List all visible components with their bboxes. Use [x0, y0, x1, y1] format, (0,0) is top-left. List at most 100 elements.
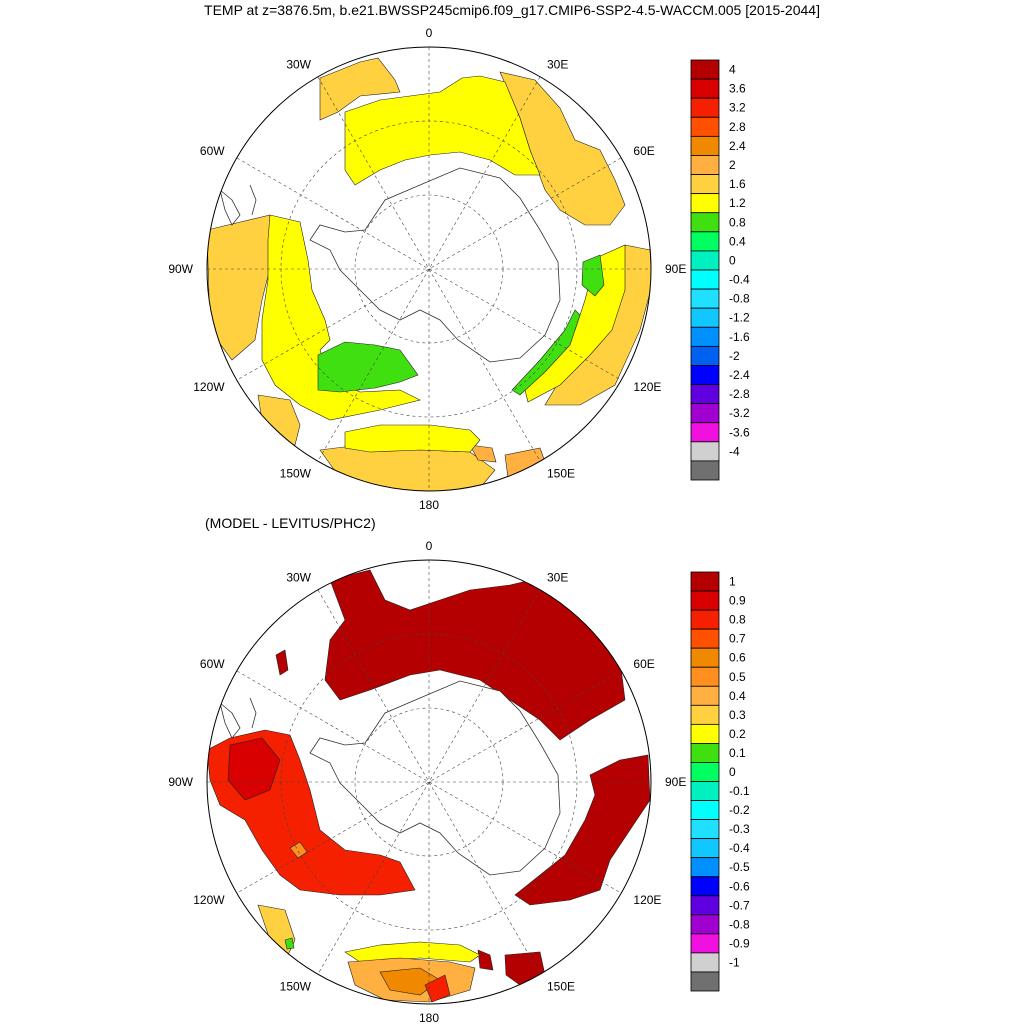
colorbar-box [690, 78, 720, 99]
colorbar-box [690, 345, 720, 366]
colorbar-label: -3.6 [729, 425, 750, 439]
colorbar-label: 0.9 [729, 594, 746, 608]
colorbar-label: -0.8 [729, 917, 750, 931]
colorbar-label: 1.6 [729, 177, 746, 191]
colorbar-box [690, 781, 720, 801]
longitude-label: 90W [168, 775, 193, 789]
colorbar-box [690, 326, 720, 347]
bottom-field-red-ross [424, 974, 451, 1003]
colorbar-box [690, 762, 720, 782]
longitude-label: 120E [633, 380, 661, 394]
colorbar-label: 4 [729, 63, 736, 77]
bottom-map-border [206, 559, 652, 1005]
colorbar-box [690, 571, 720, 592]
bottom-map-panel: 0 30E 60E 90E 120E 150E 180 150W 120W 90W 60W 30W 1… [168, 539, 750, 1024]
colorbar-label: -0.7 [729, 898, 750, 912]
longitude-label: 90W [168, 262, 193, 276]
colorbar-box [690, 876, 720, 897]
colorbar-label: -0.6 [729, 879, 750, 893]
longitude-label: 120E [633, 893, 661, 907]
longitude-label: 180 [419, 498, 439, 512]
colorbar-label: 3.6 [729, 82, 746, 96]
top-field-yellow-pacific [261, 214, 421, 421]
colorbar-box [690, 212, 720, 233]
colorbar-label: -0.2 [729, 803, 750, 817]
colorbar-box [690, 365, 720, 385]
top-field-green-indian-sliver [511, 309, 581, 396]
top-field-green-indian-east [581, 254, 605, 297]
colorbar-label: -1.2 [729, 311, 750, 325]
top-field-orange-pacific-south [257, 394, 301, 446]
figure-title: TEMP at z=3876.5m, b.e21.BWSSP245cmip6.f… [204, 2, 820, 18]
top-graticule [207, 47, 651, 491]
colorbar-label: 0.6 [729, 651, 746, 665]
colorbar-label: -2 [729, 349, 740, 363]
longitude-label: 0 [426, 26, 433, 40]
bottom-south-america-outline [219, 697, 257, 739]
longitude-label: 180 [419, 1011, 439, 1024]
colorbar-label: 0.5 [729, 670, 746, 684]
colorbar-box [690, 590, 720, 611]
colorbar-box [690, 155, 720, 175]
longitude-label: 150E [547, 466, 575, 480]
colorbar-box [690, 116, 720, 137]
colorbar-label: -0.1 [729, 784, 750, 798]
colorbar-box [690, 59, 720, 80]
colorbar-label: 0 [729, 765, 736, 779]
difference-subtitle: (MODEL - LEVITUS/PHC2) [205, 515, 376, 531]
longitude-label: 60E [633, 657, 654, 671]
colorbar-box [690, 628, 720, 649]
colorbar-box [690, 685, 720, 706]
colorbar-label: -0.4 [729, 841, 750, 855]
colorbar-box [690, 838, 720, 859]
colorbar-label: 2.4 [729, 139, 746, 153]
bottom-field-orange-spot [289, 841, 308, 859]
top-field-yellow-atlantic [344, 75, 541, 186]
colorbar-label: -3.2 [729, 406, 750, 420]
colorbar-label: -1 [729, 955, 740, 969]
bottom-longitude-labels: 0 30E 60E 90E 120E 150E 180 150W 120W 90W 60W 30W [168, 539, 686, 1024]
colorbar-box [690, 666, 720, 687]
bottom-field-darkred-atlantic-indian [324, 569, 626, 741]
longitude-label: 90E [665, 775, 686, 789]
colorbar-label: -1.6 [729, 330, 750, 344]
top-longitude-labels: 0 30E 60E 90E 120E 150E 180 150W 120W 90W 60W 30W [168, 26, 686, 512]
bottom-field-darkred-island [275, 649, 289, 676]
bottom-field-darkred-small-south [477, 949, 494, 971]
top-map-panel: 0 30E 60E 90E 120E 150E 180 150W 120W 90W 60W 30W 4… [168, 26, 750, 512]
colorbar-label: 1.2 [729, 196, 746, 210]
colorbar-box [690, 384, 720, 405]
bottom-field-darkred-south [504, 951, 546, 986]
colorbar-box [690, 269, 720, 290]
top-colorbar: 4 3.6 3.2 2.8 2.4 2 1.6 1.2 0.8 0.4 0 -0.4 -0.8 -1.2 -… [690, 59, 750, 481]
colorbar-box [690, 460, 720, 481]
colorbar-label: 1 [729, 575, 736, 589]
colorbar-label: -2.8 [729, 387, 750, 401]
colorbar-box [690, 647, 720, 668]
colorbar-label: -0.5 [729, 860, 750, 874]
bottom-colorbar: 1 0.9 0.8 0.7 0.6 0.5 0.4 0.3 0.2 0.1 0 -0.1 -0.2 -0.… [690, 571, 750, 992]
colorbar-label: 0.4 [729, 689, 746, 703]
colorbar-box [690, 403, 720, 424]
longitude-label: 90E [665, 262, 686, 276]
top-field-green-amundsen [317, 341, 419, 393]
bottom-field-green-patch [284, 937, 295, 950]
colorbar-label: -0.9 [729, 936, 750, 950]
colorbar-box [690, 952, 720, 973]
colorbar-label: -2.4 [729, 368, 750, 382]
colorbar-label: -0.3 [729, 822, 750, 836]
bottom-antarctica-outline [309, 680, 561, 876]
colorbar-box [690, 441, 720, 462]
colorbar-box [690, 250, 720, 271]
longitude-label: 60E [633, 144, 654, 158]
longitude-label: 60W [200, 657, 225, 671]
colorbar-label: -0.4 [729, 273, 750, 287]
top-field-orange-southeast-small [469, 444, 497, 463]
bottom-field-darkred-indian-east [514, 754, 651, 906]
colorbar-label: -0.8 [729, 292, 750, 306]
colorbar-box [690, 971, 720, 992]
colorbar-box [690, 704, 720, 725]
colorbar-label: 3.2 [729, 101, 746, 115]
colorbar-box [690, 307, 720, 328]
